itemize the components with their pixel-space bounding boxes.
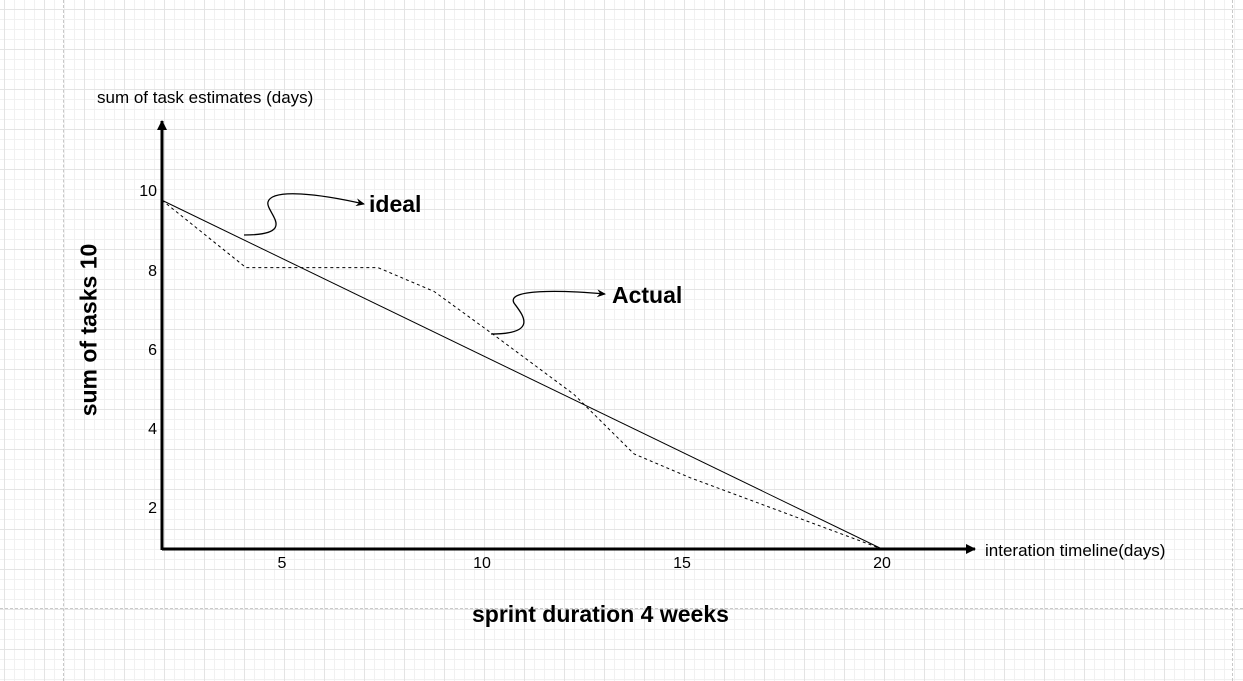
page-border-left bbox=[63, 0, 64, 681]
y-tick-label: 2 bbox=[148, 500, 157, 518]
y-tick-label: 4 bbox=[148, 421, 157, 439]
y-tick-label: 8 bbox=[148, 262, 157, 280]
y-axis-title: sum of task estimates (days) bbox=[97, 88, 314, 107]
page-border-right bbox=[1232, 0, 1233, 681]
ideal-callout-arrow bbox=[243, 193, 365, 236]
x-tick-label: 20 bbox=[873, 555, 891, 572]
y-axis-side-title: sum of tasks 10 bbox=[75, 243, 102, 417]
series-line-ideal bbox=[161, 199, 883, 550]
y-tick-label: 6 bbox=[148, 341, 157, 359]
chart-title: sprint duration 4 weeks bbox=[472, 601, 729, 627]
x-axis-title: interation timeline(days) bbox=[985, 541, 1166, 560]
x-tick-label: 15 bbox=[673, 555, 691, 572]
ideal-label: ideal bbox=[369, 191, 422, 217]
y-tick-label: 10 bbox=[139, 183, 157, 201]
x-tick-label: 10 bbox=[473, 555, 491, 572]
x-tick-label: 5 bbox=[277, 555, 287, 572]
series-line-actual bbox=[161, 199, 883, 550]
actual-callout-arrow bbox=[490, 289, 606, 335]
actual-label: Actual bbox=[612, 282, 683, 308]
series-layer bbox=[161, 199, 883, 550]
page-border-bottom bbox=[0, 608, 1243, 609]
